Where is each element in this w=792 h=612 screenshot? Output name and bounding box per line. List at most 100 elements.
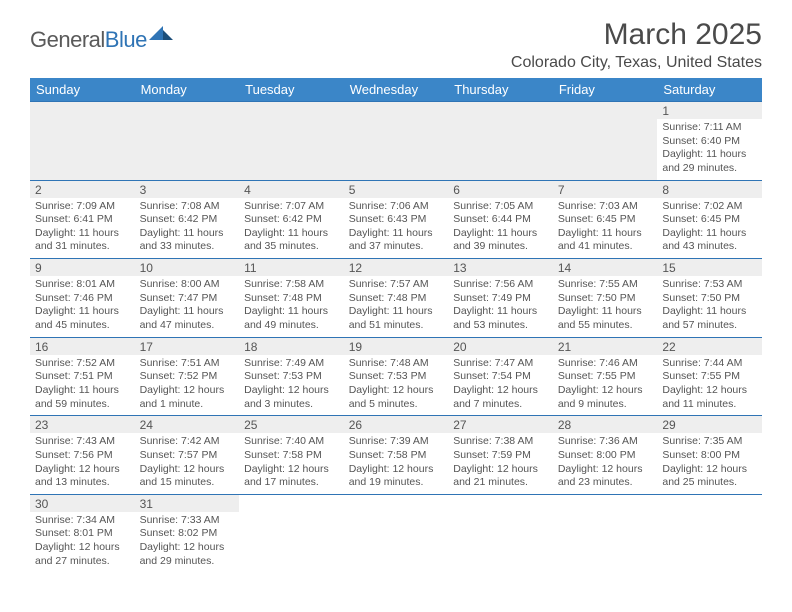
calendar-cell: 21Sunrise: 7:46 AMSunset: 7:55 PMDayligh… (553, 337, 658, 416)
day-number: 10 (135, 259, 240, 276)
calendar-cell: 12Sunrise: 7:57 AMSunset: 7:48 PMDayligh… (344, 259, 449, 338)
calendar-cell: 25Sunrise: 7:40 AMSunset: 7:58 PMDayligh… (239, 416, 344, 495)
day-number: 2 (30, 181, 135, 198)
calendar-row: 16 Sunrise: 7:52 AMSunset: 7:51 PMDayligh… (30, 337, 762, 416)
weekday-header: Saturday (657, 78, 762, 102)
day-info: Sunrise: 7:09 AMSunset: 6:41 PMDaylight:… (35, 200, 130, 255)
day-info: Sunrise: 7:52 AMSunset: 7:51 PMDaylight:… (35, 357, 130, 412)
calendar-cell: 19 Sunrise: 7:48 AMSunset: 7:53 PMDayligh… (344, 337, 449, 416)
day-info: Sunrise: 7:40 AMSunset: 7:58 PMDaylight:… (244, 435, 339, 490)
calendar-row: 1 Sunrise: 7:11 AMSunset: 6:40 PMDaylight… (30, 102, 762, 181)
day-info: Sunrise: 7:48 AMSunset: 7:53 PMDaylight:… (349, 357, 444, 412)
calendar-cell (344, 494, 449, 572)
month-title: March 2025 (511, 18, 762, 52)
calendar-cell: 18 Sunrise: 7:49 AMSunset: 7:53 PMDayligh… (239, 337, 344, 416)
calendar-cell: 2 Sunrise: 7:09 AMSunset: 6:41 PMDaylight… (30, 180, 135, 259)
day-number: 24 (135, 416, 240, 433)
day-number: 5 (344, 181, 449, 198)
day-info: Sunrise: 7:51 AMSunset: 7:52 PMDaylight:… (140, 357, 235, 412)
day-info: Sunrise: 7:34 AMSunset: 8:01 PMDaylight:… (35, 514, 130, 569)
day-info: Sunrise: 7:53 AMSunset: 7:50 PMDaylight:… (662, 278, 757, 333)
day-number: 6 (448, 181, 553, 198)
day-info: Sunrise: 7:07 AMSunset: 6:42 PMDaylight:… (244, 200, 339, 255)
day-info: Sunrise: 7:38 AMSunset: 7:59 PMDaylight:… (453, 435, 548, 490)
day-info: Sunrise: 8:01 AMSunset: 7:46 PMDaylight:… (35, 278, 130, 333)
calendar-table: Sunday Monday Tuesday Wednesday Thursday… (30, 78, 762, 572)
title-block: March 2025 Colorado City, Texas, United … (511, 18, 762, 72)
calendar-cell (448, 494, 553, 572)
calendar-cell: 1 Sunrise: 7:11 AMSunset: 6:40 PMDaylight… (657, 102, 762, 181)
day-info: Sunrise: 7:46 AMSunset: 7:55 PMDaylight:… (558, 357, 653, 412)
day-info: Sunrise: 7:35 AMSunset: 8:00 PMDaylight:… (662, 435, 757, 490)
calendar-cell: 26 Sunrise: 7:39 AMSunset: 7:58 PMDayligh… (344, 416, 449, 495)
day-info: Sunrise: 7:42 AMSunset: 7:57 PMDaylight:… (140, 435, 235, 490)
calendar-cell: 30 Sunrise: 7:34 AMSunset: 8:01 PMDayligh… (30, 494, 135, 572)
calendar-cell: 16 Sunrise: 7:52 AMSunset: 7:51 PMDayligh… (30, 337, 135, 416)
calendar-cell: 22 Sunrise: 7:44 AMSunset: 7:55 PMDayligh… (657, 337, 762, 416)
day-number: 15 (657, 259, 762, 276)
calendar-cell: 3 Sunrise: 7:08 AMSunset: 6:42 PMDaylight… (135, 180, 240, 259)
calendar-row: 9Sunrise: 8:01 AMSunset: 7:46 PMDaylight… (30, 259, 762, 338)
day-info: Sunrise: 7:05 AMSunset: 6:44 PMDaylight:… (453, 200, 548, 255)
calendar-cell: 5 Sunrise: 7:06 AMSunset: 6:43 PMDaylight… (344, 180, 449, 259)
day-number: 23 (30, 416, 135, 433)
day-info: Sunrise: 7:57 AMSunset: 7:48 PMDaylight:… (349, 278, 444, 333)
calendar-cell: 13 Sunrise: 7:56 AMSunset: 7:49 PMDayligh… (448, 259, 553, 338)
calendar-cell: 8Sunrise: 7:02 AMSunset: 6:45 PMDaylight… (657, 180, 762, 259)
day-info: Sunrise: 7:08 AMSunset: 6:42 PMDaylight:… (140, 200, 235, 255)
calendar-row: 30 Sunrise: 7:34 AMSunset: 8:01 PMDayligh… (30, 494, 762, 572)
calendar-cell (239, 494, 344, 572)
weekday-header-row: Sunday Monday Tuesday Wednesday Thursday… (30, 78, 762, 102)
day-info: Sunrise: 7:06 AMSunset: 6:43 PMDaylight:… (349, 200, 444, 255)
day-number: 29 (657, 416, 762, 433)
day-number: 14 (553, 259, 658, 276)
calendar-cell: 15 Sunrise: 7:53 AMSunset: 7:50 PMDayligh… (657, 259, 762, 338)
day-number: 18 (239, 338, 344, 355)
calendar-cell: 29 Sunrise: 7:35 AMSunset: 8:00 PMDayligh… (657, 416, 762, 495)
calendar-row: 23 Sunrise: 7:43 AMSunset: 7:56 PMDayligh… (30, 416, 762, 495)
day-info: Sunrise: 7:43 AMSunset: 7:56 PMDaylight:… (35, 435, 130, 490)
day-number: 26 (344, 416, 449, 433)
logo-part2: Blue (105, 27, 147, 52)
day-info: Sunrise: 7:55 AMSunset: 7:50 PMDaylight:… (558, 278, 653, 333)
day-number: 3 (135, 181, 240, 198)
calendar-cell (239, 102, 344, 181)
day-number: 30 (30, 495, 135, 512)
day-info: Sunrise: 7:33 AMSunset: 8:02 PMDaylight:… (140, 514, 235, 569)
weekday-header: Wednesday (344, 78, 449, 102)
calendar-cell (657, 494, 762, 572)
day-info: Sunrise: 7:49 AMSunset: 7:53 PMDaylight:… (244, 357, 339, 412)
day-number: 13 (448, 259, 553, 276)
day-info: Sunrise: 7:39 AMSunset: 7:58 PMDaylight:… (349, 435, 444, 490)
calendar-cell (553, 494, 658, 572)
weekday-header: Thursday (448, 78, 553, 102)
calendar-cell: 4Sunrise: 7:07 AMSunset: 6:42 PMDaylight… (239, 180, 344, 259)
calendar-cell (553, 102, 658, 181)
calendar-cell: 20 Sunrise: 7:47 AMSunset: 7:54 PMDayligh… (448, 337, 553, 416)
day-info: Sunrise: 7:11 AMSunset: 6:40 PMDaylight:… (662, 121, 757, 176)
day-info: Sunrise: 7:47 AMSunset: 7:54 PMDaylight:… (453, 357, 548, 412)
calendar-body: 1 Sunrise: 7:11 AMSunset: 6:40 PMDaylight… (30, 102, 762, 573)
header: GeneralBlue March 2025 Colorado City, Te… (30, 18, 762, 72)
day-number: 8 (657, 181, 762, 198)
day-number: 11 (239, 259, 344, 276)
calendar-cell: 17Sunrise: 7:51 AMSunset: 7:52 PMDayligh… (135, 337, 240, 416)
day-number: 1 (657, 102, 762, 119)
day-info: Sunrise: 7:56 AMSunset: 7:49 PMDaylight:… (453, 278, 548, 333)
calendar-cell: 23 Sunrise: 7:43 AMSunset: 7:56 PMDayligh… (30, 416, 135, 495)
calendar-cell: 10Sunrise: 8:00 AMSunset: 7:47 PMDayligh… (135, 259, 240, 338)
calendar-cell: 28Sunrise: 7:36 AMSunset: 8:00 PMDayligh… (553, 416, 658, 495)
day-info: Sunrise: 7:44 AMSunset: 7:55 PMDaylight:… (662, 357, 757, 412)
day-number: 20 (448, 338, 553, 355)
calendar-row: 2 Sunrise: 7:09 AMSunset: 6:41 PMDaylight… (30, 180, 762, 259)
calendar-cell: 27Sunrise: 7:38 AMSunset: 7:59 PMDayligh… (448, 416, 553, 495)
weekday-header: Sunday (30, 78, 135, 102)
day-info: Sunrise: 7:03 AMSunset: 6:45 PMDaylight:… (558, 200, 653, 255)
day-number: 22 (657, 338, 762, 355)
calendar-cell: 9Sunrise: 8:01 AMSunset: 7:46 PMDaylight… (30, 259, 135, 338)
day-number: 19 (344, 338, 449, 355)
logo-text: GeneralBlue (30, 27, 147, 53)
calendar-cell (448, 102, 553, 181)
day-number: 16 (30, 338, 135, 355)
day-number: 7 (553, 181, 658, 198)
